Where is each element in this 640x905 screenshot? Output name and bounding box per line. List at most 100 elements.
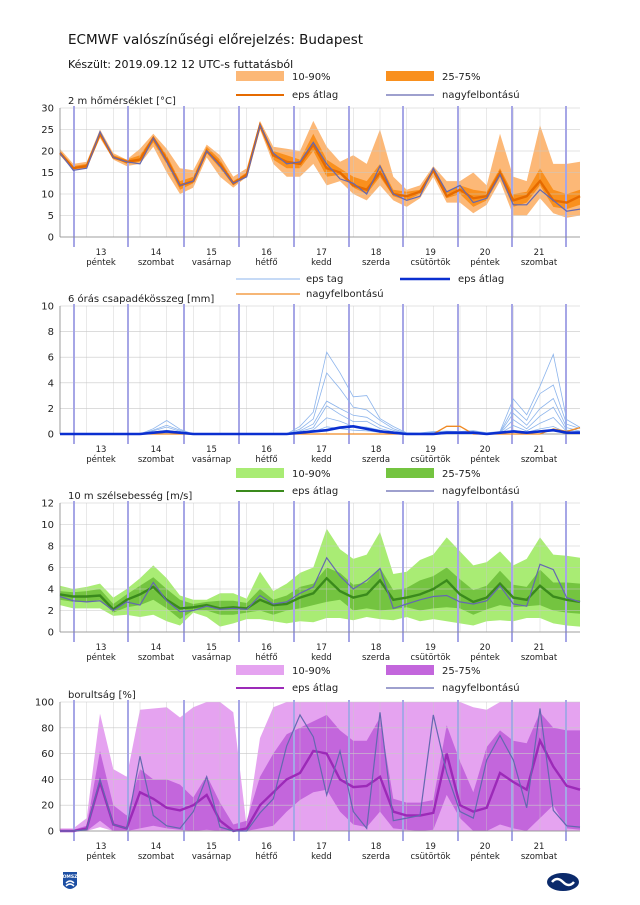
y-tick-label: 20 [41, 147, 54, 158]
day-name: vasárnap [192, 258, 231, 268]
legend-label-hires: nagyfelbontású [442, 89, 520, 101]
day-name: csütörtök [411, 455, 451, 465]
day-number: 13 [96, 445, 107, 455]
legend-label-mean: eps átlag [458, 273, 504, 285]
day-name: péntek [470, 652, 500, 663]
legend-swatch-outer [236, 665, 284, 675]
day-number: 18 [371, 842, 382, 852]
day-name: szombat [521, 653, 558, 663]
y-tick-label: 100 [35, 698, 54, 709]
legend-swatch-inner [386, 71, 434, 81]
day-name: szombat [521, 455, 558, 465]
day-name: péntek [86, 454, 116, 465]
legend-label-mean: eps átlag [292, 682, 338, 694]
day-number: 21 [534, 643, 545, 653]
day-name: hétfő [255, 257, 277, 268]
y-tick-label: 4 [48, 585, 54, 596]
day-number: 17 [316, 643, 327, 653]
legend-label-hires: nagyfelbontású [442, 682, 520, 694]
day-number: 17 [316, 842, 327, 852]
day-name: vasárnap [192, 852, 231, 862]
band-25-75 [60, 712, 580, 831]
y-tick-label: 80 [41, 723, 54, 734]
day-number: 16 [261, 842, 272, 852]
day-name: kedd [311, 455, 332, 465]
chart-title-2: 10 m szélsebesség [m/s] [68, 490, 192, 502]
hires-line [59, 556, 581, 613]
legend-label-hires: nagyfelbontású [442, 485, 520, 497]
band-25-75 [60, 567, 580, 620]
day-name: szombat [521, 258, 558, 268]
day-name: vasárnap [192, 653, 231, 663]
day-number: 21 [534, 842, 545, 852]
y-tick-label: 25 [41, 125, 54, 136]
day-number: 18 [371, 643, 382, 653]
day-number: 18 [371, 248, 382, 258]
y-tick-label: 0 [48, 430, 54, 441]
day-number: 21 [534, 248, 545, 258]
legend-swatch-outer [236, 468, 284, 478]
day-name: péntek [86, 257, 116, 268]
day-number: 19 [425, 643, 436, 653]
chart-title-1: 6 órás csapadékösszeg [mm] [68, 293, 214, 305]
day-name: szerda [362, 653, 390, 663]
legend-swatch-inner [386, 468, 434, 478]
day-name: szerda [362, 258, 390, 268]
y-tick-label: 20 [41, 801, 54, 812]
legend-label-outer: 10-90% [292, 469, 331, 480]
y-tick-label: 6 [48, 563, 54, 574]
day-name: szombat [138, 258, 175, 268]
day-number: 20 [480, 248, 491, 258]
legend-label-members: eps tag [306, 274, 343, 285]
day-name: szerda [362, 455, 390, 465]
day-name: péntek [470, 851, 500, 862]
band-25-75 [60, 123, 580, 210]
day-number: 19 [425, 842, 436, 852]
day-name: péntek [470, 454, 500, 465]
day-number: 21 [534, 445, 545, 455]
day-number: 15 [206, 842, 217, 852]
day-name: szombat [138, 653, 175, 663]
day-name: szerda [362, 852, 390, 862]
day-number: 20 [480, 445, 491, 455]
day-name: vasárnap [192, 455, 231, 465]
day-name: péntek [470, 257, 500, 268]
legend-swatch-outer [236, 71, 284, 81]
y-tick-label: 0 [48, 233, 54, 244]
day-number: 14 [151, 445, 162, 455]
eps-mean-line [59, 576, 581, 611]
eps-member-line [60, 351, 581, 435]
legend-label-mean: eps átlag [292, 485, 338, 497]
chart-title-3: borultság [%] [68, 689, 136, 701]
day-name: kedd [311, 653, 332, 663]
day-name: péntek [86, 652, 116, 663]
y-tick-label: 2 [48, 606, 54, 617]
y-tick-label: 2 [48, 404, 54, 415]
day-name: hétfő [255, 851, 277, 862]
legend-swatch-inner [386, 665, 434, 675]
day-name: szombat [138, 455, 175, 465]
day-name: kedd [311, 852, 332, 862]
legend-label-mean: eps átlag [292, 89, 338, 101]
legend-label-outer: 10-90% [292, 666, 331, 677]
eps-mean-line [59, 121, 581, 204]
day-name: kedd [311, 258, 332, 268]
day-name: csütörtök [411, 258, 451, 268]
day-number: 14 [151, 842, 162, 852]
day-number: 19 [425, 248, 436, 258]
page-subtitle: Készült: 2019.09.12 12 UTC-s futtatásból [68, 58, 294, 71]
day-number: 14 [151, 643, 162, 653]
day-number: 16 [261, 445, 272, 455]
chart-title-0: 2 m hőmérséklet [°C] [68, 95, 176, 107]
day-number: 16 [261, 643, 272, 653]
day-name: péntek [86, 851, 116, 862]
day-number: 13 [96, 643, 107, 653]
legend-label-inner: 25-75% [442, 469, 481, 480]
legend-label-inner: 25-75% [442, 72, 481, 83]
day-name: hétfő [255, 652, 277, 663]
y-tick-label: 10 [41, 302, 54, 313]
hires-line [59, 123, 581, 212]
y-tick-label: 10 [41, 520, 54, 531]
day-number: 17 [316, 445, 327, 455]
